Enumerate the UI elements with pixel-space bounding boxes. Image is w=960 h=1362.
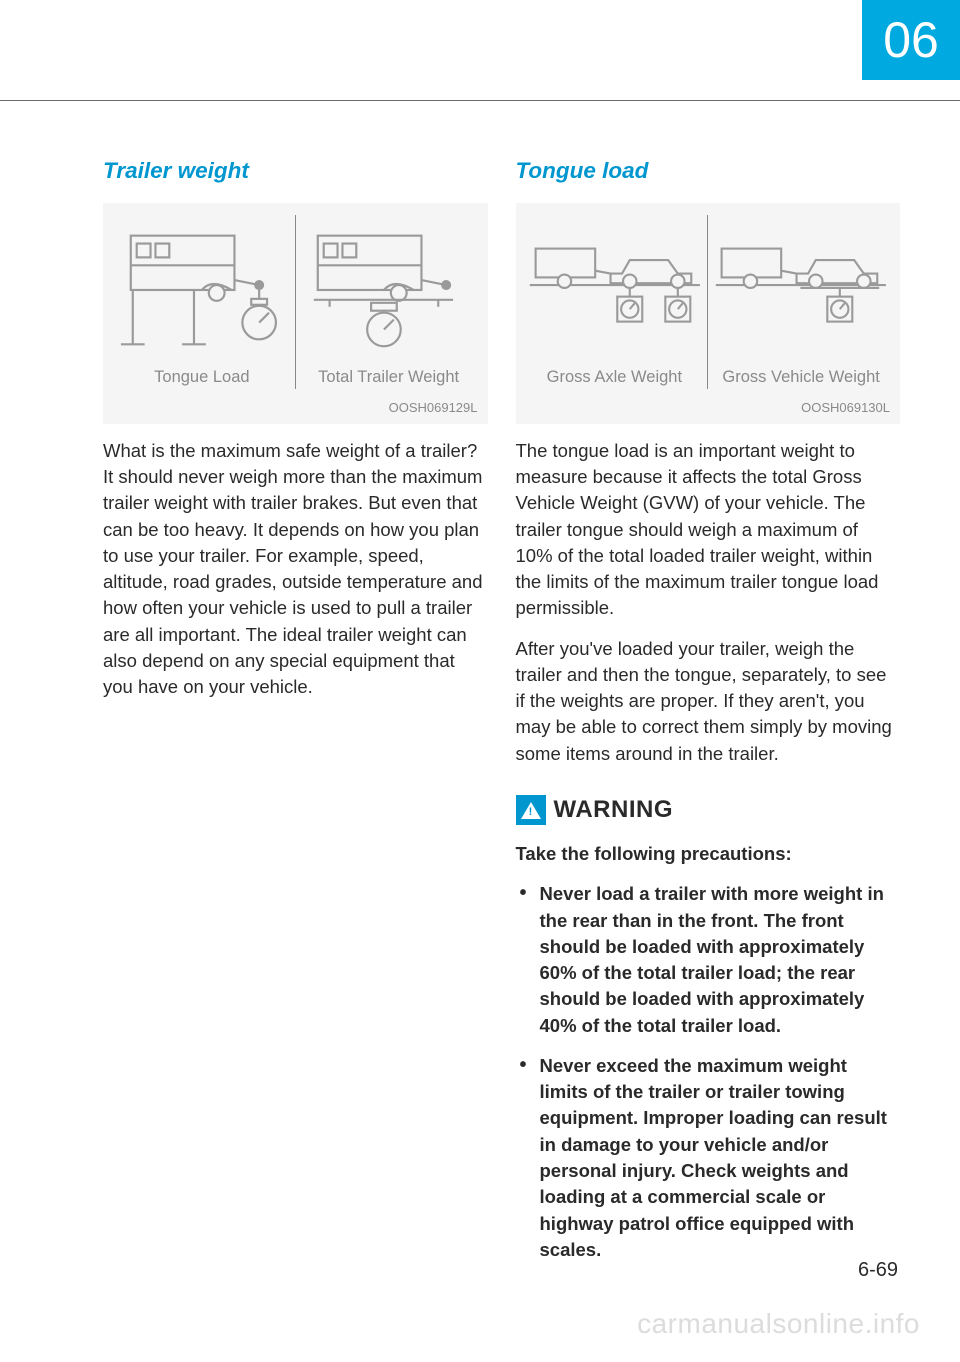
figure-code-right: OOSH069130L (526, 399, 891, 417)
left-column: Trailer weight (103, 155, 488, 1277)
gross-axle-weight-diagram (526, 215, 704, 360)
page-number: 6-69 (858, 1256, 898, 1284)
figure-divider-right (707, 215, 708, 389)
warning-header: WARNING (516, 793, 901, 827)
figure-divider (295, 215, 296, 389)
total-trailer-weight-diagram (300, 215, 478, 360)
watermark: carmanualsonline.info (637, 1304, 920, 1344)
trailer-weight-body: What is the maximum safe weight of a tra… (103, 438, 488, 701)
warning-item: Never load a trailer with more weight in… (516, 881, 901, 1039)
gross-axle-weight-caption: Gross Axle Weight (547, 366, 682, 389)
trailer-weight-figure: Tongue Load (103, 203, 488, 424)
warning-block: WARNING Take the following precautions: … (516, 793, 901, 1263)
tongue-load-caption: Tongue Load (154, 366, 249, 389)
trailer-weight-heading: Trailer weight (103, 155, 488, 187)
total-trailer-weight-caption: Total Trailer Weight (318, 366, 459, 389)
chapter-badge: 06 (862, 0, 960, 80)
warning-icon (516, 795, 546, 825)
figure-code-left: OOSH069129L (113, 399, 478, 417)
warning-title: WARNING (554, 793, 674, 827)
tongue-load-diagram (113, 215, 291, 360)
tongue-load-figure: Gross Axle Weight (516, 203, 901, 424)
gross-vehicle-weight-diagram (712, 215, 890, 360)
figure-half-total-weight: Total Trailer Weight (300, 215, 478, 389)
right-column: Tongue load (516, 155, 901, 1277)
warning-lead: Take the following precautions: (516, 841, 901, 867)
figure-half-tongue-load: Tongue Load (113, 215, 291, 389)
tongue-load-body-2: After you've loaded your trailer, weigh … (516, 636, 901, 767)
page-content: Trailer weight (103, 155, 900, 1277)
tongue-load-heading: Tongue load (516, 155, 901, 187)
tongue-load-body-1: The tongue load is an important weight t… (516, 438, 901, 622)
figure-half-gaw: Gross Axle Weight (526, 215, 704, 389)
header-rule (0, 100, 960, 101)
gross-vehicle-weight-caption: Gross Vehicle Weight (722, 366, 879, 389)
figure-half-gvw: Gross Vehicle Weight (712, 215, 890, 389)
warning-list: Never load a trailer with more weight in… (516, 881, 901, 1263)
warning-item: Never exceed the maximum weight limits o… (516, 1053, 901, 1263)
